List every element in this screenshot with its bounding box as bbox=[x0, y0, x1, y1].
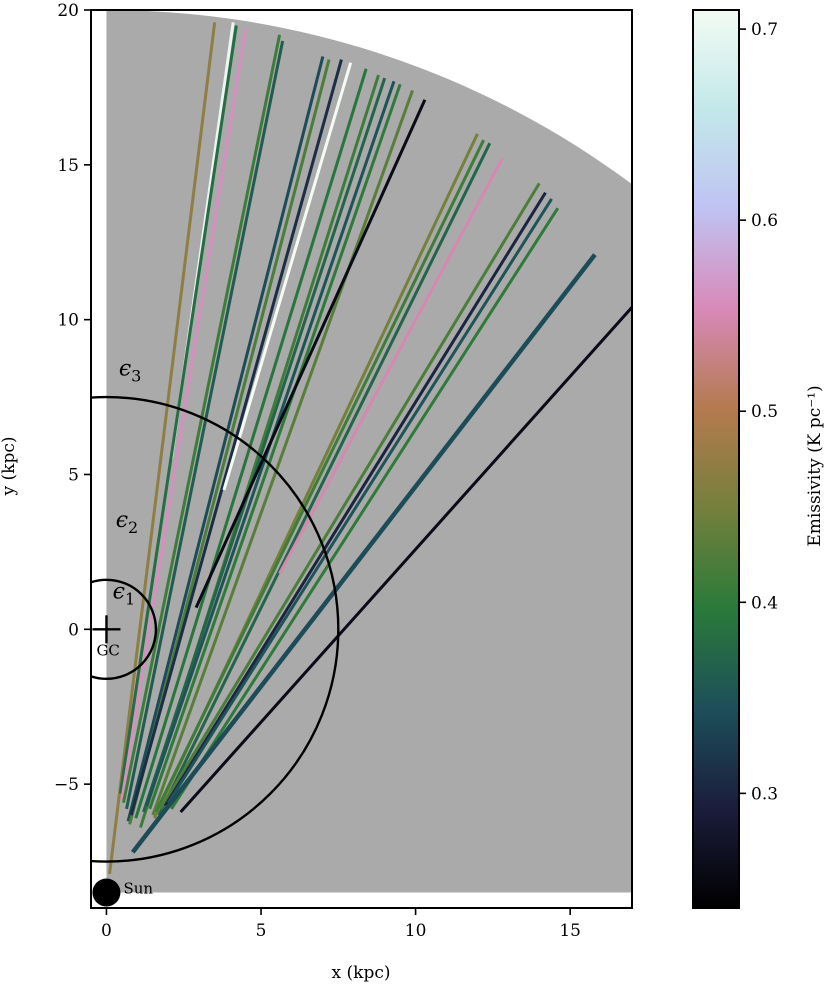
plot-frame bbox=[90, 9, 633, 909]
colorbar-tick-label: 0.4 bbox=[751, 593, 778, 613]
sightline bbox=[120, 28, 248, 800]
y-axis: −5 0 5 10 15 20 bbox=[54, 1, 91, 795]
y-tick-label: 10 bbox=[57, 311, 79, 331]
sightline bbox=[194, 99, 427, 609]
y-tick-label: 0 bbox=[68, 620, 79, 640]
sightline bbox=[151, 90, 414, 816]
y-axis-label: y (kpc) bbox=[0, 437, 19, 497]
colorbar-tick-label: 0.6 bbox=[751, 211, 778, 231]
sightline bbox=[157, 142, 492, 816]
colorbar-frame bbox=[692, 9, 740, 909]
x-tick-label: 0 bbox=[101, 921, 112, 941]
colorbar-tick-label: 0.7 bbox=[751, 20, 778, 40]
sky-region-sector bbox=[106, 10, 632, 893]
sightline bbox=[278, 157, 504, 575]
sun-label: Sun bbox=[123, 880, 153, 898]
colorbar-ticks: 0.3 0.4 0.5 0.6 0.7 bbox=[739, 20, 778, 804]
sightline bbox=[125, 40, 285, 810]
sightline bbox=[134, 68, 368, 819]
colorbar-label: Emissivity (K pc⁻¹) bbox=[805, 385, 825, 546]
x-axis: 0 5 10 15 bbox=[101, 908, 581, 941]
x-tick-label: 15 bbox=[559, 921, 581, 941]
colorbar-tick-label: 0.3 bbox=[751, 784, 778, 804]
colorbar-gradient bbox=[693, 10, 739, 908]
sun-marker bbox=[92, 878, 121, 907]
x-tick-label: 10 bbox=[405, 921, 427, 941]
sightline bbox=[163, 191, 547, 807]
sightline bbox=[170, 207, 560, 810]
sightline bbox=[108, 22, 217, 875]
sightline bbox=[148, 83, 402, 810]
x-axis-label: x (kpc) bbox=[332, 963, 391, 983]
sightline bbox=[130, 253, 597, 854]
ring-circle bbox=[91, 578, 158, 681]
y-tick-label: −5 bbox=[54, 775, 79, 795]
sightline bbox=[159, 182, 541, 810]
y-tick-label: 20 bbox=[57, 1, 79, 21]
sightline bbox=[154, 139, 485, 813]
sightline bbox=[222, 62, 353, 491]
y-tick-label: 5 bbox=[68, 465, 79, 485]
colorbar-tick-label: 0.5 bbox=[751, 402, 778, 422]
sightline bbox=[126, 56, 325, 822]
ring-circle bbox=[91, 395, 340, 863]
sightline bbox=[179, 306, 632, 814]
y-tick-label: 15 bbox=[57, 156, 79, 176]
x-tick-label: 5 bbox=[256, 921, 267, 941]
sightline bbox=[142, 77, 387, 813]
colorbar: 0.3 0.4 0.5 0.6 0.7 Emissivity (K pc⁻¹) bbox=[692, 9, 825, 909]
sightline bbox=[167, 198, 553, 804]
gc-label: GC bbox=[96, 641, 119, 659]
